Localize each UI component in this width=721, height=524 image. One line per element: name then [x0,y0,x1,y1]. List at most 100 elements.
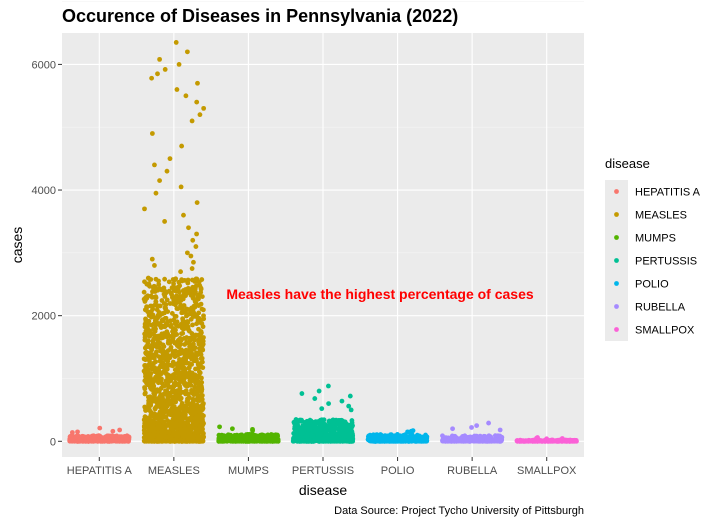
data-point [332,426,337,431]
data-point [163,305,168,311]
data-point [152,390,158,396]
data-point [154,415,160,421]
data-point [160,382,166,388]
data-point [198,393,204,399]
data-point [149,256,155,262]
data-point [192,304,198,310]
data-point [192,430,198,436]
data-point [199,321,205,326]
data-point [143,357,148,363]
data-point [194,350,199,356]
data-point [97,425,103,431]
data-point [177,349,182,354]
data-point [69,430,75,435]
data-point [256,438,262,444]
data-point [235,438,241,443]
data-point [161,420,167,426]
data-point [165,319,171,325]
data-point [153,326,158,332]
data-point [179,331,184,337]
data-point [339,436,345,442]
data-point [170,363,176,369]
data-point [164,434,170,440]
data-point [188,253,194,259]
data-point [173,437,179,443]
data-point [164,334,169,340]
legend-label: RUBELLA [635,302,686,314]
data-point [142,337,148,343]
data-point [201,105,207,111]
data-point [318,431,324,437]
data-point [146,404,152,410]
data-point [142,331,148,337]
x-tick-label: POLIO [381,465,415,477]
data-point [339,398,345,404]
data-point [228,438,234,444]
y-tick-label: 4000 [32,185,56,197]
x-tick-label: RUBELLA [447,465,498,477]
data-point [167,398,173,404]
data-point [170,431,176,437]
data-point [182,369,188,375]
y-tick-label: 2000 [32,311,56,323]
data-point [199,386,205,392]
data-point [168,324,174,329]
data-point [294,429,300,435]
data-point [297,435,303,441]
y-tick-label: 6000 [32,59,56,71]
data-point [229,426,235,432]
data-point [383,437,389,443]
data-point [148,396,153,402]
data-point [162,363,167,369]
data-point [177,372,182,378]
data-point [145,275,151,281]
data-point [160,342,166,348]
data-point [198,356,204,361]
data-point [119,438,125,444]
data-point [161,285,167,291]
data-point [389,438,395,444]
data-point [422,438,427,444]
data-point [165,358,171,364]
data-point [300,430,306,436]
data-point [176,393,182,399]
data-point [544,436,550,442]
data-point [201,313,206,319]
data-point [170,359,176,365]
data-point [195,398,201,403]
data-point [176,62,182,67]
data-point [191,290,197,296]
data-point [102,438,107,444]
data-point [185,425,191,431]
data-point [171,396,177,402]
data-point [155,71,160,77]
data-point [168,420,174,426]
data-point [178,269,183,275]
data-point [144,281,150,287]
data-point [142,345,148,351]
data-point [165,418,171,424]
data-point [160,311,166,316]
x-axis: HEPATITIS A MEASLES MUMPS PERTUSSIS POLIO RUB… [67,457,577,477]
data-point [227,433,233,439]
data-point [156,282,162,287]
data-point [191,392,197,398]
data-point [159,298,165,303]
data-point [322,428,328,434]
data-point [168,344,174,350]
annotation-text: Measles have the highest percentage of c… [226,286,534,302]
data-point [201,335,206,340]
legend-key-mumps [614,235,619,240]
data-point [165,374,171,380]
data-point [183,356,189,361]
data-point [149,75,155,81]
data-point [171,414,177,420]
data-point [157,321,162,326]
data-point [160,335,166,341]
data-point [151,285,156,291]
chart-title: Occurence of Diseases in Pennsylvania (2… [62,6,458,26]
data-point [192,333,198,339]
legend-label: MUMPS [635,233,676,245]
data-point [162,276,168,282]
data-point [165,340,171,346]
